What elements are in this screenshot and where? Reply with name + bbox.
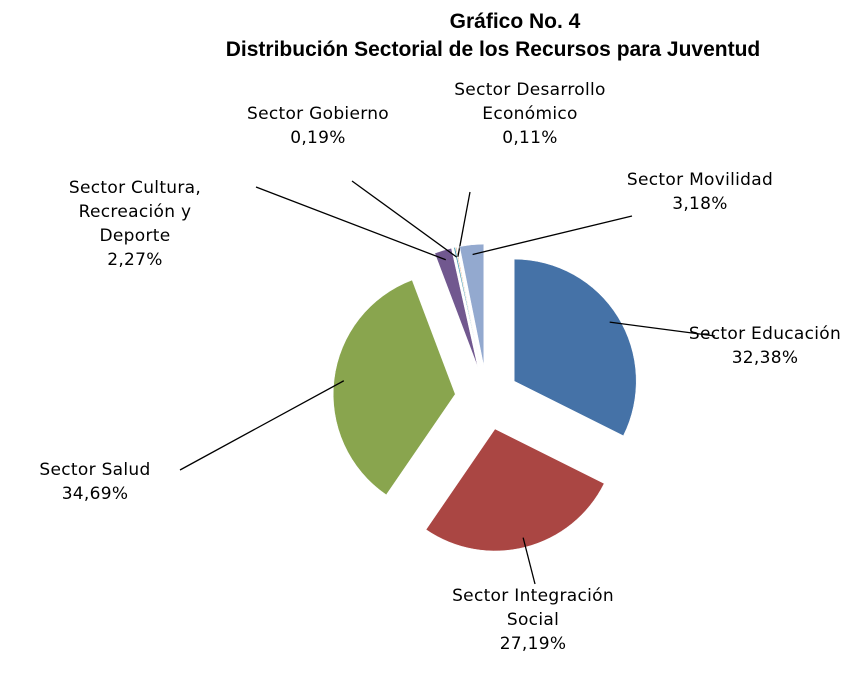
leader-line [457, 191, 471, 257]
category-label: Sector Salud [39, 460, 151, 480]
data-label: Sector Desarrollo Económico 0,11% [445, 78, 615, 150]
value-label: 34,69% [61, 484, 129, 504]
value-label: 0,19% [290, 128, 346, 148]
chart-title: Gráfico No. 4 [450, 10, 581, 33]
category-label: Sector Cultura, Recreación y Deporte [68, 178, 202, 246]
pie-slice [434, 247, 479, 368]
pie-slice [513, 258, 637, 437]
value-label: 27,19% [499, 634, 567, 654]
pie-slice [455, 246, 481, 367]
chart-subtitle: Distribución Sectorial de los Recursos p… [226, 38, 760, 61]
leader-line [609, 321, 716, 337]
category-label: Sector Educación [688, 324, 842, 344]
leader-line [351, 180, 457, 258]
data-label: Sector Educación 32,38% [680, 322, 850, 370]
data-label: Sector Gobierno 0,19% [233, 102, 403, 150]
data-label: Sector Cultura, Recreación y Deporte 2,27… [50, 176, 220, 272]
category-label: Sector Movilidad [626, 170, 774, 190]
data-label: Sector Integración Social 27,19% [448, 584, 618, 656]
value-label: 3,18% [672, 194, 728, 214]
leader-line [472, 215, 633, 256]
category-label: Sector Integración Social [452, 586, 614, 630]
category-label: Sector Gobierno [247, 104, 389, 124]
pie-slice [459, 243, 485, 367]
leader-line [255, 186, 446, 261]
pie-slice [425, 428, 605, 552]
leader-line [179, 380, 345, 471]
pie-slice [453, 247, 481, 367]
leader-line [522, 537, 536, 585]
value-label: 32,38% [731, 348, 799, 368]
category-label: Sector Desarrollo Económico [454, 80, 606, 124]
data-label: Sector Movilidad 3,18% [615, 168, 785, 216]
value-label: 2,27% [107, 250, 163, 270]
value-label: 0,11% [502, 128, 558, 148]
pie-slice [332, 279, 456, 496]
data-label: Sector Salud 34,69% [10, 458, 180, 506]
